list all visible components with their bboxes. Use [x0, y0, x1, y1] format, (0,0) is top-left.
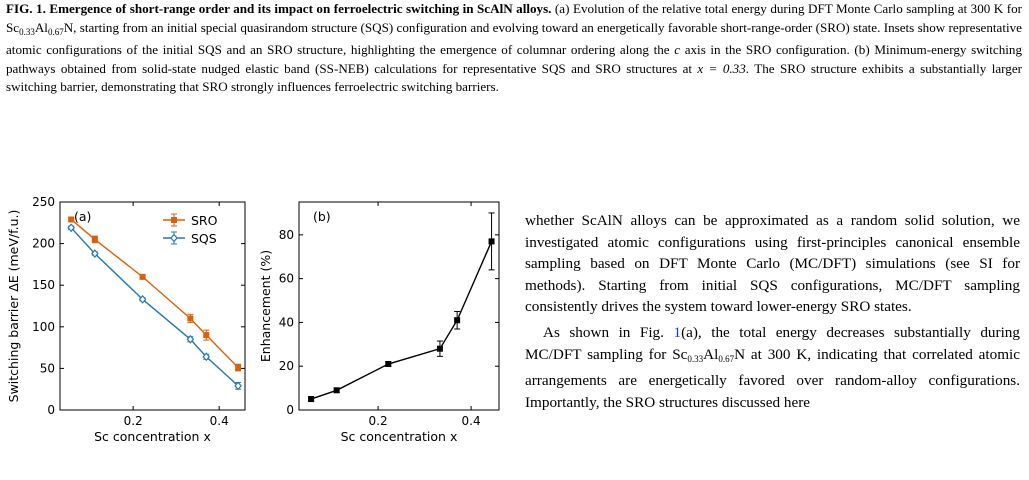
x-tick-label: 0.2 — [369, 414, 388, 428]
y-tick-label: 20 — [279, 359, 294, 373]
caption-text-1: (a) Evolution of the relative total ener… — [6, 1, 1022, 35]
data-point-square — [203, 332, 210, 339]
figure-reference-link[interactable]: 1 — [673, 323, 682, 341]
caption-text-2: N, starting from an initial special quas… — [6, 19, 1022, 58]
data-point-diamond — [202, 352, 211, 362]
data-point-square — [235, 364, 242, 371]
data-point-square — [187, 315, 194, 322]
body-text-2a: As shown in Fig. — [543, 323, 674, 341]
y-tick-label: 100 — [32, 320, 55, 334]
body-text-al: Al — [703, 345, 719, 363]
x-axis-label: Sc concentration x — [341, 429, 458, 444]
figure-caption: FIG. 1. Emergence of short-range order a… — [6, 0, 1022, 97]
body-text-2b: (a), the total energy decreases substant… — [525, 323, 1020, 363]
caption-text-3: axis in the SRO configuration. (b) Minim… — [6, 42, 1023, 76]
caption-subscript-1: 0.33 — [19, 26, 35, 37]
y-tick-label: 250 — [32, 195, 55, 209]
caption-subscript-2: 0.67 — [47, 26, 64, 37]
panel-label: (a) — [74, 209, 91, 224]
body-text-column: whether ScAlN alloys can be approximated… — [525, 210, 1020, 413]
y-axis-label: Switching barrier ΔE (meV/f.u.) — [6, 210, 21, 403]
caption-text-4: . The SRO structure exhibits a substanti… — [6, 60, 1022, 95]
data-point-square — [454, 317, 461, 324]
legend-label: SQS — [191, 231, 217, 246]
chart-b: 0.2 0.4 0 20 40 60 80 Sc concentration x Enhance… — [258, 201, 500, 444]
body-subscript-2: 0.67 — [718, 353, 735, 364]
data-point-square — [385, 361, 392, 368]
y-tick-label: 0 — [286, 403, 294, 417]
data-point-square — [91, 236, 98, 243]
data-point-square — [139, 273, 146, 280]
data-point-diamond — [67, 223, 75, 233]
x-axis-label: Sc concentration x — [94, 429, 211, 444]
caption-x-value: x = 0.33 — [697, 60, 746, 76]
series-line — [70, 227, 239, 387]
series-line — [70, 218, 239, 369]
series-line — [310, 241, 493, 400]
caption-text-al: Al — [34, 19, 48, 35]
y-axis-label: Enhancement (%) — [258, 250, 273, 362]
y-tick-label: 80 — [279, 228, 294, 242]
legend-marker — [171, 217, 177, 223]
x-tick-label: 0.2 — [124, 414, 143, 428]
x-tick-label: 0.4 — [462, 414, 481, 428]
data-point-diamond — [138, 294, 147, 304]
y-tick-label: 50 — [40, 361, 55, 375]
panel-label: (b) — [313, 209, 331, 224]
chart-a: 0.2 0.4 0 50 100 150 200 250 Sc concentration x S… — [6, 195, 246, 444]
plot-frame — [59, 201, 246, 411]
y-tick-label: 200 — [32, 237, 55, 251]
y-tick-label: 0 — [47, 403, 55, 417]
data-point-square — [488, 238, 495, 245]
data-point-diamond — [186, 334, 195, 344]
body-paragraph-1: whether ScAlN alloys can be approximated… — [525, 212, 1020, 316]
caption-axis-c: c — [674, 42, 681, 58]
data-point-square — [333, 387, 340, 394]
caption-heading: FIG. 1. Emergence of short-range order a… — [6, 1, 552, 16]
data-point-square — [308, 396, 315, 403]
x-tick-label: 0.4 — [210, 414, 229, 428]
body-text-2c: N at 300 K, indicating that correlated a… — [525, 345, 1020, 411]
y-tick-label: 40 — [279, 315, 294, 329]
data-point-diamond — [234, 381, 242, 391]
data-point-square — [436, 345, 443, 352]
legend-marker — [170, 233, 178, 243]
legend-label: SRO — [191, 213, 218, 228]
plot-frame — [298, 201, 500, 411]
y-tick-label: 60 — [279, 272, 294, 286]
data-point-diamond — [91, 249, 99, 259]
data-point-square — [68, 216, 75, 223]
body-paragraph-2: As shown in Fig. 1(a), the total energy … — [525, 322, 1020, 413]
body-subscript-1: 0.33 — [687, 353, 704, 364]
y-tick-label: 150 — [32, 278, 55, 292]
